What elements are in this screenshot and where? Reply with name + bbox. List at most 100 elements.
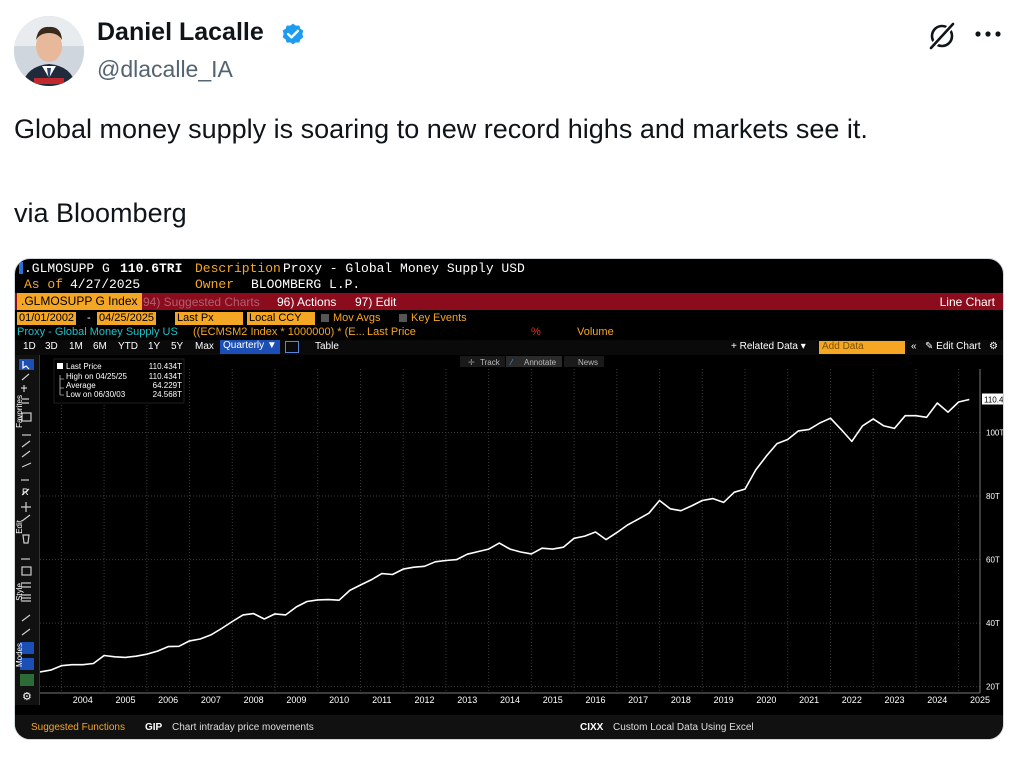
bb-chart-legend: Last Price 110.434T High on 04/25/25 110… (53, 358, 185, 404)
x-tick-label: 2016 (585, 695, 605, 705)
legend-last-price-value: 110.434T (149, 362, 182, 371)
bb-side-label-modes: Modes (15, 643, 24, 668)
x-tick-label: 2021 (799, 695, 819, 705)
legend-avg-value: 64.229T (153, 381, 182, 390)
bb-chart-toolbar: Track ✛ Annotate ⁄ News (460, 356, 604, 367)
bb-owner: BLOOMBERG L.P. (251, 277, 361, 292)
bb-edit-menu[interactable]: 97) Edit (355, 295, 397, 309)
bb-asof-label: As of (24, 277, 64, 292)
bb-last-px-select[interactable]: Last Px (175, 312, 243, 325)
tweet-text-source: via Bloomberg (14, 198, 187, 228)
legend-high-value: 110.434T (149, 372, 182, 381)
bb-chart-axes: 2004 2005 2006 2007 2008 2009 2010 2011 2012 2013… (40, 369, 1004, 705)
bb-last-value-tag-text: 110.434T (984, 395, 1004, 404)
x-tick-label: 2005 (115, 695, 135, 705)
bb-table-button[interactable]: Table (315, 341, 339, 352)
bb-side-label-style: Style (15, 583, 24, 601)
bb-mov-avgs-checkbox[interactable] (321, 314, 329, 322)
bb-suggested-functions[interactable]: Suggested Functions (31, 722, 125, 733)
bb-range-max[interactable]: Max (195, 341, 214, 352)
x-tick-label: 2014 (500, 695, 520, 705)
bb-edit-chart-button[interactable]: ✎ Edit Chart (925, 341, 981, 352)
legend-low-label: Low on 06/30/03 (66, 390, 126, 399)
bb-index-tab[interactable]: .GLMOSUPP G Index (17, 293, 142, 310)
y-tick-label: 40T (986, 619, 1000, 628)
bb-range-3d[interactable]: 3D (45, 341, 58, 352)
bb-range-1y[interactable]: 1Y (148, 341, 161, 352)
bb-header-row: .GLMOSUPP G 110.6TRI Description Proxy -… (15, 261, 1003, 279)
bb-menu-bar: .GLMOSUPP G Index 94) Suggested Charts 9… (15, 293, 1003, 310)
author-name[interactable]: Daniel Lacalle (97, 18, 264, 46)
verified-badge-icon (282, 23, 304, 45)
bb-range-ytd[interactable]: YTD (118, 341, 138, 352)
bb-track-button[interactable] (460, 356, 505, 367)
bb-news-button[interactable] (564, 356, 604, 367)
legend-last-price-label: Last Price (66, 362, 102, 371)
bb-related-data-label: Related Data (739, 341, 798, 352)
x-tick-label: 2009 (286, 695, 306, 705)
more-options-icon[interactable] (972, 20, 1004, 48)
bb-news-label: News (578, 358, 598, 367)
bb-related-data-button[interactable]: + Related Data ▾ (731, 341, 806, 352)
legend-low-value: 24.568T (153, 390, 182, 399)
bb-edit-chart-label: Edit Chart (936, 341, 981, 352)
y-tick-label: 20T (986, 683, 1000, 692)
bb-side-label-edit: Edit (15, 520, 24, 534)
bb-ticker: .GLMOSUPP G (24, 261, 110, 276)
bb-line-chart-label[interactable]: Line Chart (939, 295, 995, 309)
bb-chart-area: Track ✛ Annotate ⁄ News Last Price 110.4… (39, 355, 1004, 705)
x-tick-label: 2008 (244, 695, 264, 705)
bb-gip-code[interactable]: GIP (145, 722, 163, 733)
x-tick-label: 2025 (970, 695, 990, 705)
bb-chart-grid (40, 369, 980, 693)
author-handle[interactable]: @dlacalle_IA (97, 56, 233, 82)
bb-key-events-checkbox[interactable] (399, 314, 407, 322)
bb-series-label: Proxy - Global Money Supply US (17, 326, 178, 338)
series-line-global-money-supply (39, 398, 970, 673)
bb-side-label-favorites: Favorites (15, 395, 24, 428)
x-tick-label: 2012 (415, 695, 435, 705)
x-tick-label: 2023 (885, 695, 905, 705)
tweet-media-image[interactable]: .GLMOSUPP G 110.6TRI Description Proxy -… (14, 258, 1004, 740)
bb-quarterly-label: Quarterly (223, 340, 265, 351)
bb-add-data-input[interactable]: Add Data (819, 341, 905, 354)
bb-collapse-icon[interactable]: « (911, 341, 917, 352)
x-tick-label: 2010 (329, 695, 349, 705)
bb-header-row-2: As of 4/27/2025 Owner BLOOMBERG L.P. (15, 277, 1003, 293)
bb-mov-avgs[interactable]: Mov Avgs (333, 312, 381, 324)
bb-annotate-icon: ⁄ (509, 358, 514, 367)
bb-start-date[interactable]: 01/01/2002 (17, 312, 77, 325)
bb-key-events[interactable]: Key Events (411, 312, 467, 324)
bb-formula: ((ECMSM2 Index * 1000000) * (E... (193, 326, 365, 338)
bb-toolbar-icons: R ⚙ (19, 359, 34, 703)
bb-range-1m[interactable]: 1M (69, 341, 83, 352)
x-tick-label: 2022 (842, 695, 862, 705)
bb-annotate-button[interactable] (506, 356, 562, 367)
x-tick-label: 2019 (714, 695, 734, 705)
bb-cixx-code[interactable]: CIXX (580, 722, 604, 733)
x-tick-label: 2007 (201, 695, 221, 705)
x-tick-label: 2004 (73, 695, 93, 705)
bb-gip-desc[interactable]: Chart intraday price movements (172, 722, 314, 733)
bb-chart-type-icon[interactable] (285, 341, 299, 353)
bb-end-date[interactable]: 04/25/2025 (97, 312, 157, 325)
x-tick-label: 2015 (543, 695, 563, 705)
bb-cixx-desc[interactable]: Custom Local Data Using Excel (613, 722, 754, 733)
bb-suggested-charts[interactable]: 94) Suggested Charts (143, 295, 260, 309)
bb-pct-header: % (531, 326, 541, 338)
grok-icon[interactable] (926, 20, 958, 52)
author-avatar[interactable] (14, 16, 84, 86)
y-tick-label: 100T (986, 429, 1004, 438)
bb-actions-menu[interactable]: 96) Actions (277, 295, 337, 309)
bb-last-value: 110.6TRI (120, 261, 183, 276)
bb-quarterly-select[interactable]: Quarterly ▼ (220, 340, 280, 354)
bb-range-6m[interactable]: 6M (93, 341, 107, 352)
legend-high-label: High on 04/25/25 (66, 372, 127, 381)
bb-currency-select[interactable]: Local CCY (247, 312, 315, 325)
x-tick-label: 2006 (158, 695, 178, 705)
bb-settings-icon[interactable]: ⚙ (989, 341, 998, 352)
bb-bottom-bar: Suggested Functions GIP Chart intraday p… (15, 715, 1003, 739)
bb-range-1d[interactable]: 1D (23, 341, 36, 352)
bb-range-5y[interactable]: 5Y (171, 341, 184, 352)
bb-track-label: Track (480, 358, 501, 367)
